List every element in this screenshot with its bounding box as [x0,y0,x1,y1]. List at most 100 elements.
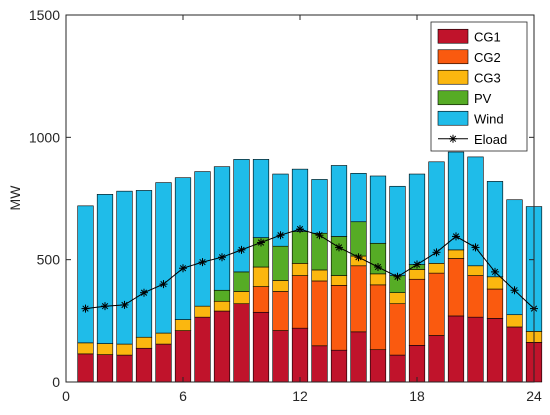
bar-pv-8 [213,289,231,302]
bar-pv-12 [291,231,309,264]
bar-cg2-11 [272,291,289,331]
bar-wind-19 [428,161,445,264]
bar-cg2-22 [486,288,504,319]
bar-wind-20 [447,151,465,251]
legend-label-cg2: CG2 [474,50,501,65]
eload-line-layer [81,225,538,313]
bar-wind-16 [369,175,387,244]
bar-cg1-11 [272,330,289,383]
eload-point-2 [101,302,109,311]
bar-wind-8 [213,166,231,291]
bar-cg1-12 [291,327,309,383]
bar-cg2-10 [252,286,270,313]
bar-cg1-2 [96,354,114,383]
bar-cg1-15 [350,331,367,383]
bar-pv-9 [233,271,250,292]
legend-swatch-cg2 [437,49,469,65]
bar-wind-5 [155,182,172,334]
bar-cg3-3 [116,343,133,356]
bar-cg1-7 [194,316,211,383]
eload-point-14 [335,243,343,252]
x-tick-label-0: 0 [62,388,70,404]
bar-cg1-6 [174,330,192,383]
eload-point-23 [510,286,519,295]
bar-cg3-13 [311,269,328,282]
bar-wind-14 [330,165,348,237]
eload-point-6 [179,264,187,273]
eload-point-20 [452,232,460,241]
bar-cg1-1 [77,353,94,383]
eload-point-15 [354,253,363,262]
bar-cg2-18 [408,278,426,346]
eload-point-8 [218,253,226,262]
bar-cg3-1 [77,342,94,355]
bar-cg1-14 [330,349,348,383]
bar-cg3-20 [447,249,465,259]
legend-label-cg3: CG3 [474,70,501,85]
bar-cg3-6 [174,319,192,331]
bar-wind-17 [389,185,406,276]
bar-wind-7 [194,171,211,307]
bar-cg1-17 [389,354,406,383]
bar-cg3-5 [155,332,172,345]
bar-cg1-19 [428,335,445,383]
legend-swatch-cg1 [437,28,469,44]
bar-wind-22 [486,181,504,278]
x-tick-label-6: 6 [179,388,187,404]
bar-cg3-23 [506,314,523,328]
eload-point-9 [237,245,246,254]
bar-cg3-12 [291,263,309,276]
bar-wind-23 [506,199,523,316]
eload-line [85,228,535,310]
bar-cg2-20 [447,258,465,317]
bar-cg1-9 [233,303,250,383]
bar-cg2-16 [369,284,387,351]
bar-layer [77,151,543,383]
bar-wind-15 [350,172,367,223]
bar-cg3-9 [233,291,250,305]
bar-wind-21 [467,156,484,267]
legend: CG1 CG2 CG3 PV Wind Eload [430,21,528,152]
bar-wind-9 [233,159,250,273]
legend-swatch-pv [437,90,469,106]
eload-point-22 [491,267,499,276]
bar-cg3-19 [428,263,445,274]
eload-point-16 [374,263,382,272]
bar-cg3-8 [213,300,231,312]
bar-cg3-14 [330,275,348,286]
x-tick-label-12: 12 [292,388,308,404]
bar-cg1-8 [213,310,231,383]
bar-cg1-10 [252,311,270,383]
bar-wind-11 [272,173,289,247]
y-axis-label: MW [7,185,23,211]
bar-wind-6 [174,177,192,320]
legend-label-pv: PV [474,91,492,106]
y-tick-label-1000: 1000 [29,129,60,145]
bar-cg3-18 [408,269,426,280]
bar-cg1-23 [506,326,523,383]
bar-cg3-7 [194,305,211,318]
eload-point-21 [471,243,480,252]
bar-cg2-21 [467,275,484,318]
eload-point-13 [315,231,324,240]
bar-wind-2 [96,194,114,344]
bar-cg1-20 [447,315,465,383]
bar-cg2-13 [311,280,328,347]
bar-cg1-13 [311,345,328,383]
bar-cg3-2 [96,343,114,355]
bar-cg3-16 [369,273,387,286]
bar-wind-1 [77,205,94,344]
bar-wind-13 [311,179,328,234]
eload-point-4 [140,288,148,297]
y-tick-label-1500: 1500 [29,7,60,23]
eload-point-18 [413,260,421,269]
bar-cg2-19 [428,272,445,336]
legend-swatch-wind [437,110,469,126]
bar-pv-14 [330,236,348,276]
bar-wind-12 [291,168,309,232]
bar-cg2-15 [350,265,367,333]
eload-point-10 [257,238,265,247]
eload-point-5 [159,280,168,289]
eload-point-1 [81,304,90,313]
bar-cg1-22 [486,318,504,383]
